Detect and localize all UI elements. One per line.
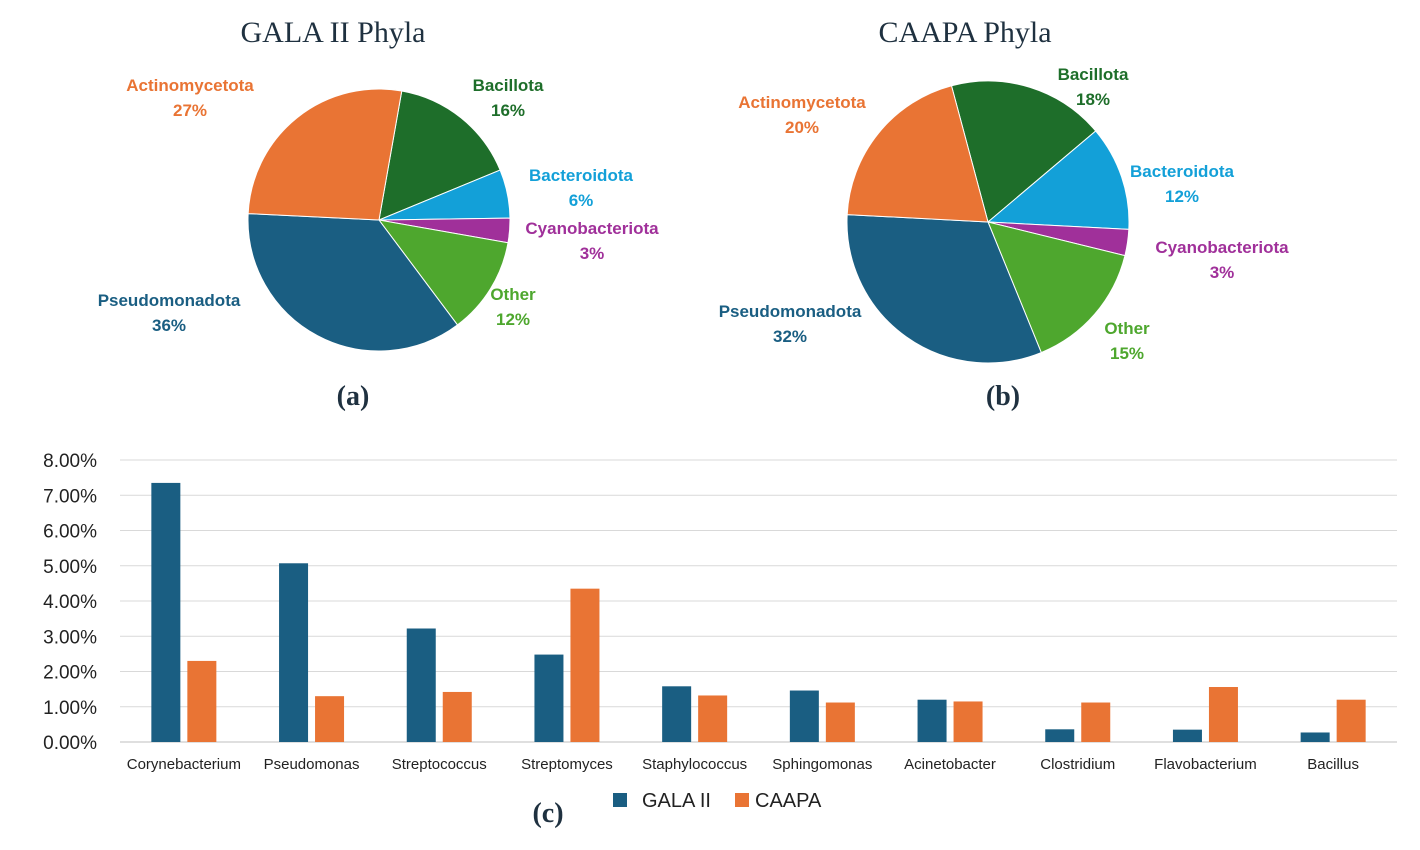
bar-caapa-flavobacterium	[1208, 687, 1238, 742]
bar-caapa-pseudomonas	[315, 696, 345, 742]
data-label-cyanobacteriota: Cyanobacteriota	[1155, 238, 1289, 257]
legend-swatch-gala-ii	[613, 793, 627, 807]
data-label-cyanobacteriota-pct: 3%	[1210, 263, 1235, 282]
x-tick-label: Clostridium	[1040, 756, 1115, 773]
pie-slice-other	[987, 221, 1126, 354]
x-tick-label: Streptomyces	[521, 756, 613, 773]
bar-gala-ii-pseudomonas	[279, 563, 309, 742]
data-label-bacillota: Bacillota	[473, 76, 544, 95]
pie-chart-caapa: CAAPA Phyla (b) Bacillota 18% Bacteroidota 12…	[719, 16, 1289, 412]
pie-slice-pseudomonadota	[247, 213, 459, 352]
x-tick-label: Acinetobacter	[904, 756, 996, 773]
data-label-bacteroidota: Bacteroidota	[529, 166, 633, 185]
pie-slice-pseudomonadota	[846, 214, 1042, 364]
data-label-pseudomonadota: Pseudomonadota	[719, 302, 862, 321]
pie-slice-other	[377, 219, 509, 326]
bar-chart-genera: 0.00% 1.00% 2.00% 3.00% 4.00% 5.00% 6.00% 7.00%…	[43, 451, 1397, 829]
data-label-other-pct: 12%	[496, 310, 530, 329]
bar-caapa-corynebacterium	[187, 660, 217, 742]
pie-title: GALA II Phyla	[241, 16, 426, 49]
data-label-pseudomonadota-pct: 36%	[152, 316, 186, 335]
x-tick-label: Bacillus	[1307, 756, 1359, 773]
pie-caption: (b)	[986, 381, 1020, 412]
pie-slice-actinomycetota	[846, 85, 989, 223]
bar-caapa-staphylococcus	[698, 695, 728, 742]
x-tick-label: Staphylococcus	[642, 756, 747, 773]
data-label-bacteroidota-pct: 6%	[569, 191, 594, 210]
y-tick-label: 5.00%	[43, 557, 97, 578]
bar-caapa-acinetobacter	[953, 701, 983, 742]
bar-gala-ii-acinetobacter	[917, 699, 947, 742]
x-tick-label: Flavobacterium	[1154, 756, 1257, 773]
data-label-actinomycetota: Actinomycetota	[126, 76, 254, 95]
y-tick-label: 0.00%	[43, 733, 97, 754]
x-tick-label: Sphingomonas	[772, 756, 872, 773]
data-label-bacillota-pct: 18%	[1076, 90, 1110, 109]
bar-gala-ii-corynebacterium	[151, 482, 181, 742]
data-label-bacillota: Bacillota	[1058, 65, 1129, 84]
data-label-pseudomonadota-pct: 32%	[773, 327, 807, 346]
bar-gala-ii-streptococcus	[406, 628, 436, 742]
bar-caption: (c)	[532, 798, 563, 829]
data-label-actinomycetota-pct: 27%	[173, 101, 207, 120]
bar-gala-ii-flavobacterium	[1172, 729, 1202, 742]
y-tick-label: 4.00%	[43, 592, 97, 613]
bar-gala-ii-streptomyces	[534, 654, 564, 742]
bar-caapa-bacillus	[1336, 699, 1366, 742]
data-label-pseudomonadota: Pseudomonadota	[98, 291, 241, 310]
data-label-other: Other	[1104, 319, 1150, 338]
pie-title: CAAPA Phyla	[878, 16, 1051, 49]
bar-gala-ii-sphingomonas	[789, 690, 819, 742]
data-label-cyanobacteriota: Cyanobacteriota	[525, 219, 659, 238]
y-tick-label: 6.00%	[43, 522, 97, 543]
y-tick-label: 2.00%	[43, 663, 97, 684]
pie-caption: (a)	[337, 381, 370, 412]
bar-gala-ii-bacillus	[1300, 732, 1330, 742]
pie-chart-gala: GALA II Phyla (a) Bacillota 16% Bacteroidota…	[98, 16, 659, 412]
data-label-bacteroidota: Bacteroidota	[1130, 162, 1234, 181]
data-label-bacillota-pct: 16%	[491, 101, 525, 120]
x-tick-label: Streptococcus	[392, 756, 487, 773]
data-label-actinomycetota-pct: 20%	[785, 118, 819, 137]
data-label-actinomycetota: Actinomycetota	[738, 93, 866, 112]
bar-caapa-sphingomonas	[825, 702, 855, 742]
bar-gala-ii-clostridium	[1045, 729, 1075, 742]
data-label-bacteroidota-pct: 12%	[1165, 187, 1199, 206]
y-tick-label: 1.00%	[43, 698, 97, 719]
pie-slice-bacillota	[950, 80, 1097, 223]
y-tick-label: 7.00%	[43, 486, 97, 507]
pie-slice-bacillota	[378, 90, 501, 221]
bar-caapa-clostridium	[1081, 702, 1111, 742]
data-label-cyanobacteriota-pct: 3%	[580, 244, 605, 263]
pie-slice-bacteroidota	[986, 130, 1130, 230]
y-tick-label: 3.00%	[43, 627, 97, 648]
legend-label-gala-ii: GALA II	[642, 790, 711, 812]
bar-gala-ii-staphylococcus	[662, 686, 692, 742]
bar-caapa-streptomyces	[570, 588, 600, 742]
legend-swatch-caapa	[735, 793, 749, 807]
x-tick-label: Pseudomonas	[264, 756, 360, 773]
data-label-other: Other	[490, 285, 536, 304]
y-tick-label: 8.00%	[43, 451, 97, 472]
data-label-other-pct: 15%	[1110, 344, 1144, 363]
x-tick-label: Corynebacterium	[127, 756, 241, 773]
pie-slice-actinomycetota	[247, 88, 403, 221]
legend-label-caapa: CAAPA	[755, 790, 822, 812]
bar-caapa-streptococcus	[442, 691, 472, 742]
